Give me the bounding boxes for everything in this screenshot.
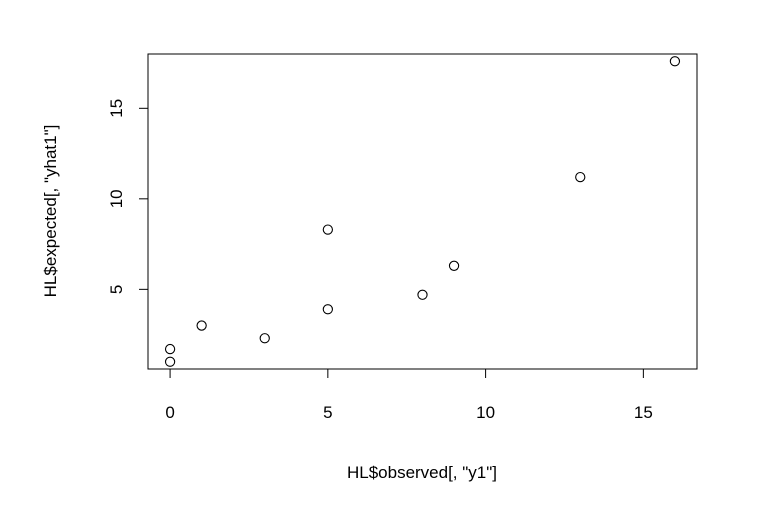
data-point — [322, 304, 333, 315]
x-tick-label: 15 — [634, 403, 653, 422]
data-point — [196, 320, 207, 331]
data-point — [164, 343, 176, 355]
data-point — [322, 224, 333, 235]
y-tick-label: 15 — [107, 99, 126, 118]
x-axis: 0 5 10 15 — [165, 368, 653, 422]
x-axis-label: HL$observed[, "y1"] — [347, 463, 497, 482]
y-axis-label: HL$expected[, "yhat1"] — [41, 125, 60, 298]
y-tick-label: 5 — [107, 285, 126, 294]
data-point — [575, 171, 586, 183]
plot-frame — [147, 53, 698, 370]
data-points — [164, 56, 681, 367]
x-tick-label: 5 — [323, 403, 332, 422]
data-point — [259, 333, 270, 344]
data-point — [164, 356, 176, 367]
y-axis: 5 10 15 — [107, 99, 149, 294]
x-tick-label: 0 — [165, 403, 174, 422]
data-point — [448, 260, 460, 271]
x-tick-label: 10 — [476, 403, 495, 422]
data-point — [417, 289, 428, 300]
data-point — [669, 56, 681, 67]
y-tick-label: 10 — [107, 189, 126, 208]
